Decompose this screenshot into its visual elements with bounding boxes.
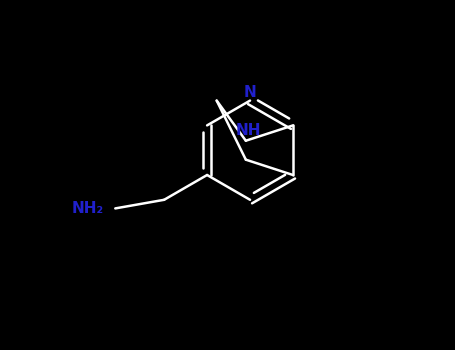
Text: N: N bbox=[244, 85, 257, 100]
Text: NH₂: NH₂ bbox=[72, 201, 104, 216]
Text: NH: NH bbox=[235, 123, 261, 138]
